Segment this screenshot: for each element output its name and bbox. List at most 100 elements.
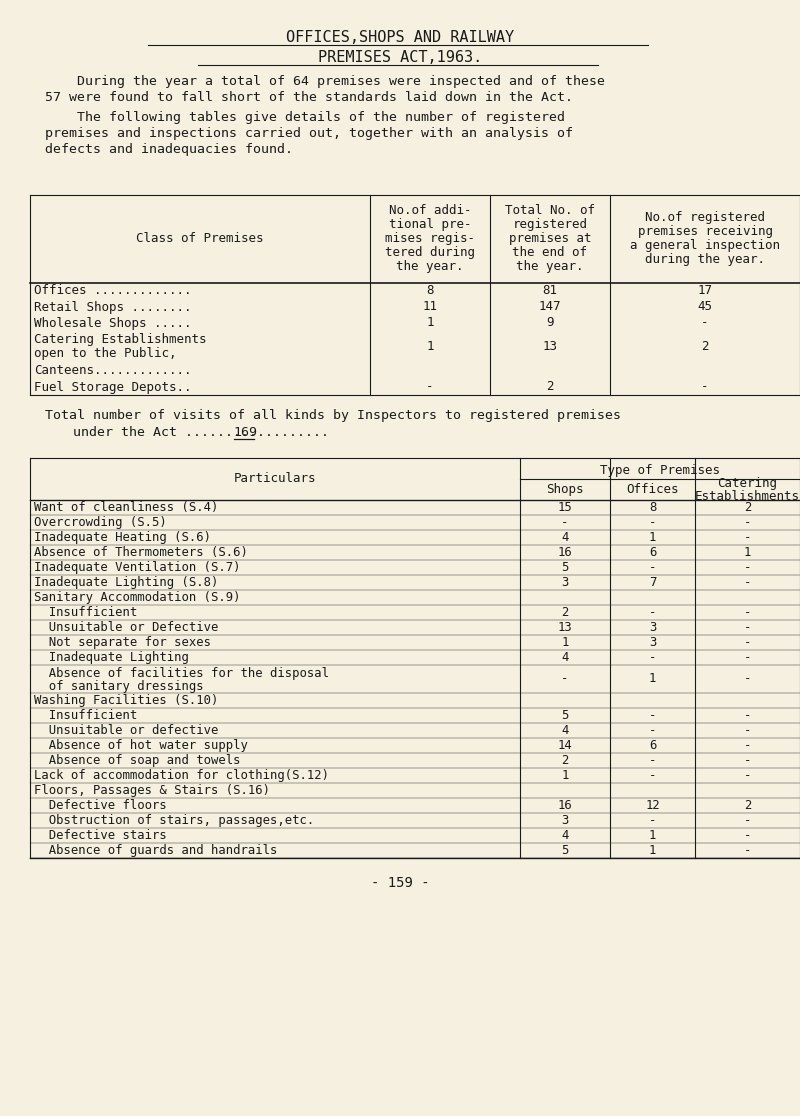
Text: Absence of facilities for the disposal: Absence of facilities for the disposal [34, 667, 329, 680]
Text: Insufficient: Insufficient [34, 709, 138, 722]
Text: 169: 169 [234, 426, 258, 439]
Text: Shops: Shops [546, 483, 584, 496]
Text: Absence of Thermometers (S.6): Absence of Thermometers (S.6) [34, 546, 248, 559]
Text: -: - [744, 739, 751, 752]
Text: -: - [649, 769, 656, 782]
Text: -: - [649, 651, 656, 664]
Text: Offices: Offices [626, 483, 678, 496]
Text: -: - [744, 814, 751, 827]
Text: the end of: the end of [513, 246, 587, 259]
Text: 8: 8 [426, 285, 434, 298]
Text: -: - [562, 516, 569, 529]
Text: 16: 16 [558, 799, 572, 812]
Text: 6: 6 [649, 739, 656, 752]
Text: Washing Facilities (S.10): Washing Facilities (S.10) [34, 694, 218, 708]
Text: Retail Shops ........: Retail Shops ........ [34, 300, 191, 314]
Text: -: - [702, 381, 709, 394]
Text: Not separate for sexes: Not separate for sexes [34, 636, 211, 650]
Text: Total No. of: Total No. of [505, 204, 595, 217]
Text: 5: 5 [562, 844, 569, 857]
Text: premises at: premises at [509, 232, 591, 246]
Text: 1: 1 [649, 531, 656, 543]
Text: 147: 147 [538, 300, 562, 314]
Text: Inadequate Ventilation (S.7): Inadequate Ventilation (S.7) [34, 561, 241, 574]
Text: 81: 81 [542, 285, 558, 298]
Text: Wholesale Shops .....: Wholesale Shops ..... [34, 317, 191, 329]
Text: Lack of accommodation for clothing(S.12): Lack of accommodation for clothing(S.12) [34, 769, 329, 782]
Text: 3: 3 [562, 576, 569, 589]
Text: 3: 3 [562, 814, 569, 827]
Text: a general inspection: a general inspection [630, 239, 780, 252]
Text: 9: 9 [546, 317, 554, 329]
Text: -: - [744, 769, 751, 782]
Text: 57 were found to fall short of the standards laid down in the Act.: 57 were found to fall short of the stand… [45, 92, 573, 104]
Text: -: - [744, 651, 751, 664]
Text: Insufficient: Insufficient [34, 606, 138, 619]
Text: Type of Premises: Type of Premises [600, 464, 720, 477]
Text: 4: 4 [562, 531, 569, 543]
Text: -: - [702, 317, 709, 329]
Text: Establishments: Establishments [695, 490, 800, 502]
Text: Absence of soap and towels: Absence of soap and towels [34, 754, 241, 767]
Text: The following tables give details of the number of registered: The following tables give details of the… [45, 110, 565, 124]
Text: Catering Establishments: Catering Establishments [34, 333, 206, 346]
Text: 2: 2 [702, 340, 709, 354]
Text: -: - [744, 561, 751, 574]
Text: 1: 1 [649, 844, 656, 857]
Text: Floors, Passages & Stairs (S.16): Floors, Passages & Stairs (S.16) [34, 785, 270, 797]
Text: 1: 1 [562, 769, 569, 782]
Text: No.of registered: No.of registered [645, 211, 765, 224]
Text: premises and inspections carried out, together with an analysis of: premises and inspections carried out, to… [45, 127, 573, 140]
Text: 1: 1 [649, 673, 656, 685]
Text: Overcrowding (S.5): Overcrowding (S.5) [34, 516, 166, 529]
Text: -: - [426, 381, 434, 394]
Text: -: - [744, 844, 751, 857]
Text: -: - [744, 673, 751, 685]
Text: Fuel Storage Depots..: Fuel Storage Depots.. [34, 381, 191, 394]
Text: the year.: the year. [396, 260, 464, 273]
Text: Want of cleanliness (S.4): Want of cleanliness (S.4) [34, 501, 218, 514]
Text: 1: 1 [426, 317, 434, 329]
Text: Inadequate Lighting (S.8): Inadequate Lighting (S.8) [34, 576, 218, 589]
Text: -: - [744, 709, 751, 722]
Text: 4: 4 [562, 651, 569, 664]
Text: -: - [649, 516, 656, 529]
Text: -: - [744, 724, 751, 737]
Text: 12: 12 [645, 799, 660, 812]
Text: Absence of hot water supply: Absence of hot water supply [34, 739, 248, 752]
Text: -: - [649, 754, 656, 767]
Text: OFFICES,SHOPS AND RAILWAY: OFFICES,SHOPS AND RAILWAY [286, 30, 514, 45]
Text: 1: 1 [649, 829, 656, 841]
Text: registered: registered [513, 218, 587, 231]
Text: open to the Public,: open to the Public, [34, 347, 177, 360]
Text: 2: 2 [744, 799, 751, 812]
Text: -: - [744, 606, 751, 619]
Text: 14: 14 [558, 739, 572, 752]
Text: -: - [744, 754, 751, 767]
Text: under the Act ..................: under the Act .................. [73, 426, 337, 439]
Text: 17: 17 [698, 285, 713, 298]
Text: during the year.: during the year. [645, 253, 765, 266]
Text: 2: 2 [562, 754, 569, 767]
Text: Canteens.............: Canteens............. [34, 365, 191, 377]
Text: Total number of visits of all kinds by Inspectors to registered premises: Total number of visits of all kinds by I… [45, 408, 621, 422]
Text: 3: 3 [649, 620, 656, 634]
Text: tered during: tered during [385, 246, 475, 259]
Text: -: - [744, 576, 751, 589]
Text: 6: 6 [649, 546, 656, 559]
Text: Offices .............: Offices ............. [34, 285, 191, 298]
Text: -: - [744, 829, 751, 841]
Text: 7: 7 [649, 576, 656, 589]
Text: 16: 16 [558, 546, 572, 559]
Text: 2: 2 [744, 501, 751, 514]
Text: 8: 8 [649, 501, 656, 514]
Text: -: - [744, 531, 751, 543]
Text: premises receiving: premises receiving [638, 225, 773, 238]
Text: - 159 -: - 159 - [370, 876, 430, 889]
Text: -: - [649, 814, 656, 827]
Text: Defective floors: Defective floors [34, 799, 166, 812]
Text: 15: 15 [558, 501, 572, 514]
Text: No.of addi-: No.of addi- [389, 204, 471, 217]
Text: 3: 3 [649, 636, 656, 650]
Text: Inadequate Heating (S.6): Inadequate Heating (S.6) [34, 531, 211, 543]
